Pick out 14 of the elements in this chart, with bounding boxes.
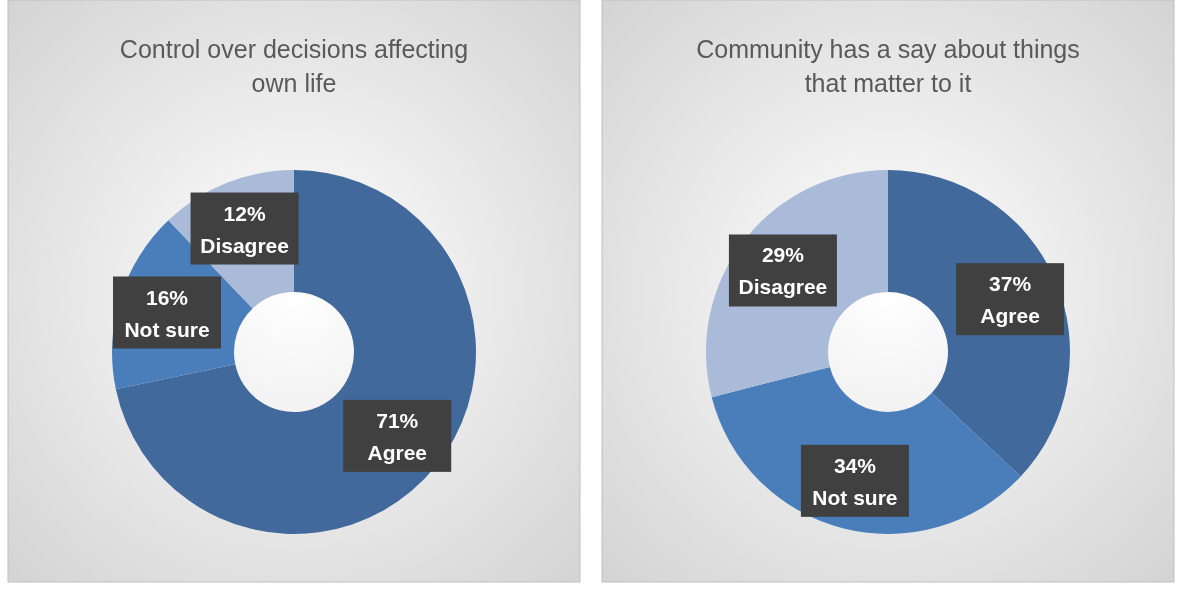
slice-label: Agree [980,304,1040,328]
slice-label: Disagree [200,233,289,257]
chart-title: Community has a say about things that matter to it [696,35,1080,97]
data-label: 12% [223,201,266,225]
data-label: 34% [833,453,877,477]
chart-title: Control over decisions affecting own life [119,35,469,97]
data-label: 16% [145,285,189,309]
slice-label: Agree [367,440,427,464]
data-label: 71% [376,408,419,432]
data-label: 37% [989,272,1032,296]
slice-label: Disagree [738,275,828,299]
data-label: 29% [761,243,805,267]
slice-label: Not sure [124,317,210,341]
slice-label: Not sure [812,485,898,509]
